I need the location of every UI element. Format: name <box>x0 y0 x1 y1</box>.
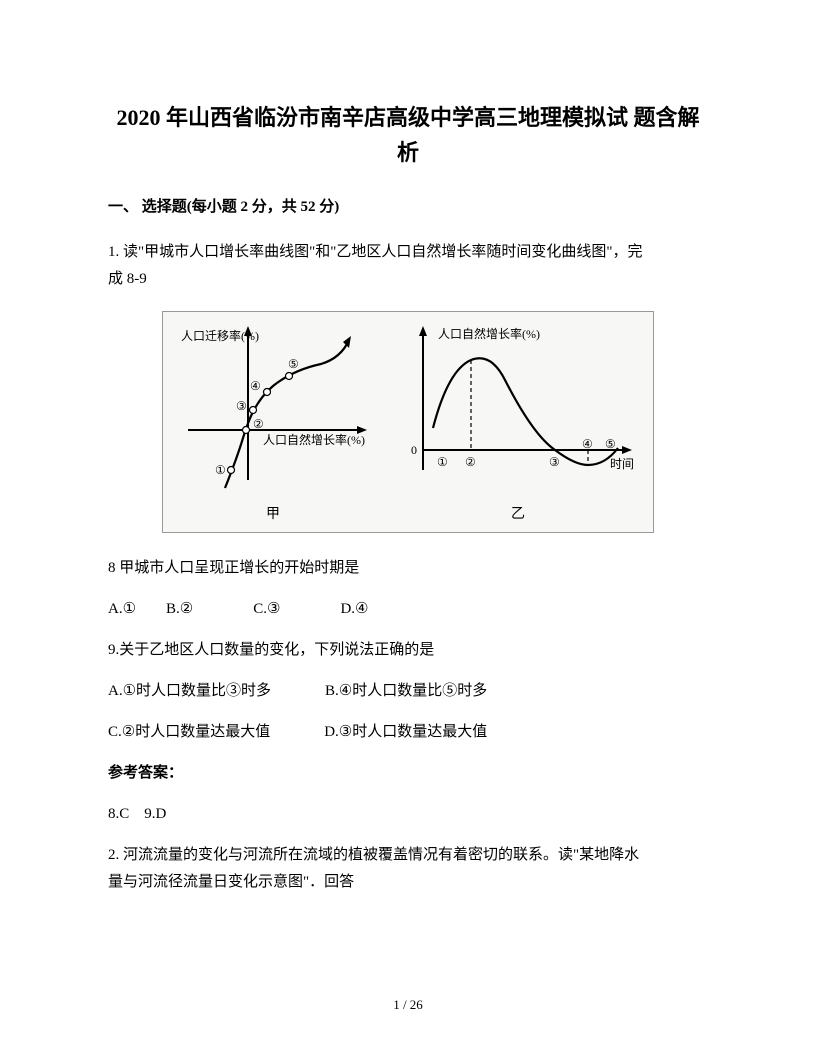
left-x-label: 人口自然增长率(%) <box>263 432 365 447</box>
q2-intro: 2. 河流流量的变化与河流所在流域的植被覆盖情况有着密切的联系。读"某地降水 量… <box>108 842 708 896</box>
right-x-label: 时间 <box>610 457 634 471</box>
figure-container: 人口迁移率(%) 人口自然增长率(%) ① ② ③ ④ ⑤ 甲 <box>108 311 708 532</box>
q9-options-row1: A.①时人口数量比③时多 B.④时人口数量比⑤时多 <box>108 678 708 705</box>
q9-optC: C.②时人口数量达最大值 <box>108 719 270 746</box>
page-number: 1 / 26 <box>0 993 816 1016</box>
q8-stem: 8 甲城市人口呈现正增长的开始时期是 <box>108 555 708 582</box>
right-t2: ② <box>465 455 476 469</box>
q8-options: A.① B.② C.③ D.④ <box>108 596 708 623</box>
right-t1: ① <box>437 455 448 469</box>
chart-right-svg: 人口自然增长率(%) 0 时间 ① ② ③ ④ ⑤ <box>393 320 643 500</box>
q9-optA: A.①时人口数量比③时多 <box>108 678 271 705</box>
right-t4: ④ <box>582 437 593 451</box>
q9-optB: B.④时人口数量比⑤时多 <box>325 678 487 705</box>
right-zero: 0 <box>411 443 417 457</box>
left-label: 甲 <box>266 502 280 527</box>
right-label: 乙 <box>511 502 525 527</box>
answer-text: 8.C 9.D <box>108 801 708 828</box>
q9-options-row2: C.②时人口数量达最大值 D.③时人口数量达最大值 <box>108 719 708 746</box>
q8-optB: B.② <box>166 596 193 623</box>
figure: 人口迁移率(%) 人口自然增长率(%) ① ② ③ ④ ⑤ 甲 <box>162 311 654 532</box>
left-p1: ① <box>215 463 226 477</box>
chart-right: 人口自然增长率(%) 0 时间 ① ② ③ ④ ⑤ 乙 <box>393 320 643 531</box>
left-p3: ③ <box>236 399 247 413</box>
q1-intro: 1. 读"甲城市人口增长率曲线图"和"乙地区人口自然增长率随时间变化曲线图"，完… <box>108 239 708 293</box>
right-t5: ⑤ <box>605 437 616 451</box>
q8-optA: A.① <box>108 596 136 623</box>
chart-left-svg: 人口迁移率(%) 人口自然增长率(%) ① ② ③ ④ ⑤ <box>173 320 373 500</box>
section-header: 一、 选择题(每小题 2 分，共 52 分) <box>108 194 708 221</box>
left-p2: ② <box>253 417 264 431</box>
chart-left: 人口迁移率(%) 人口自然增长率(%) ① ② ③ ④ ⑤ 甲 <box>173 320 373 531</box>
page-title: 2020 年山西省临汾市南辛店高级中学高三地理模拟试 题含解析 <box>108 100 708 170</box>
right-t3: ③ <box>549 455 560 469</box>
left-p4: ④ <box>250 379 261 393</box>
right-y-label: 人口自然增长率(%) <box>438 326 540 341</box>
q9-optD: D.③时人口数量达最大值 <box>324 719 487 746</box>
answer-label: 参考答案： <box>108 760 708 787</box>
left-p5: ⑤ <box>288 357 299 371</box>
q8-optD: D.④ <box>340 596 368 623</box>
q9-stem: 9.关于乙地区人口数量的变化，下列说法正确的是 <box>108 637 708 664</box>
q8-optC: C.③ <box>253 596 280 623</box>
left-y-label: 人口迁移率(%) <box>181 328 259 343</box>
